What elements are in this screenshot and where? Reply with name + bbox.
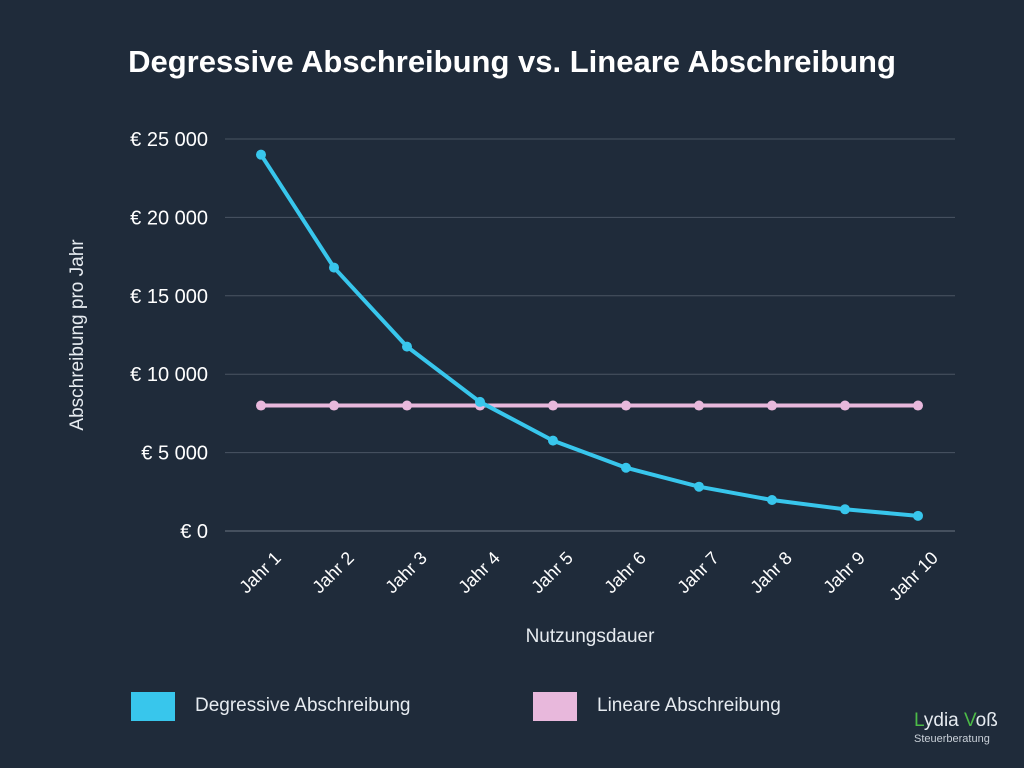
y-tick-label: € 10 000 (130, 364, 208, 386)
brand-name: Lydia Voß (914, 710, 998, 732)
chart-title: Degressive Abschreibung vs. Lineare Absc… (128, 44, 896, 79)
data-point[interactable] (913, 400, 923, 411)
data-point[interactable] (840, 400, 850, 411)
y-tick-labels: € 0 € 5 000 € 10 000 € 15 000 € 20 000 € 25 0… (130, 129, 208, 543)
y-tick-label: € 25 000 (130, 129, 208, 151)
x-tick-label: Jahr 5 (527, 548, 577, 598)
data-point[interactable] (694, 481, 704, 492)
brand-logo: Lydia Voß Steuerberatung (914, 710, 998, 745)
data-point[interactable] (767, 495, 777, 506)
data-point[interactable] (767, 400, 777, 411)
x-tick-label: Jahr 3 (381, 548, 431, 598)
data-point[interactable] (402, 400, 412, 411)
x-tick-label: Jahr 8 (746, 548, 796, 598)
data-point[interactable] (694, 400, 704, 411)
data-point[interactable] (621, 400, 631, 411)
data-point[interactable] (475, 396, 485, 407)
brand-first-rest: ydia (923, 710, 965, 731)
y-tick-label: € 0 (180, 521, 208, 543)
data-point[interactable] (256, 400, 266, 411)
brand-initial-last: V (964, 710, 976, 731)
y-axis-label: Abschreibung pro Jahr (67, 239, 88, 431)
y-tick-label: € 15 000 (130, 286, 208, 308)
data-point[interactable] (329, 400, 339, 411)
y-tick-label: € 5 000 (141, 443, 208, 465)
x-tick-label: Jahr 1 (235, 548, 285, 598)
data-point[interactable] (840, 504, 850, 515)
legend-swatch-linear (533, 691, 577, 721)
series-lines (256, 149, 923, 521)
brand-initial-first: L (914, 710, 924, 731)
data-point[interactable] (548, 400, 558, 411)
y-tick-label: € 20 000 (130, 207, 208, 229)
x-axis-label: Nutzungsdauer (526, 626, 656, 647)
x-tick-label: Jahr 2 (308, 548, 358, 598)
series-degressive (256, 149, 923, 521)
x-tick-label: Jahr 9 (819, 548, 869, 598)
data-point[interactable] (548, 435, 558, 446)
legend-swatch-degressive (131, 691, 175, 721)
data-point[interactable] (329, 262, 339, 273)
x-tick-label: Jahr 4 (454, 548, 504, 598)
legend-label-degressive: Degressive Abschreibung (195, 695, 411, 716)
brand-last-rest: oß (975, 710, 998, 731)
data-point[interactable] (256, 149, 266, 160)
legend-label-linear: Lineare Abschreibung (597, 695, 781, 716)
data-point[interactable] (621, 462, 631, 473)
x-tick-labels: Jahr 1 Jahr 2 Jahr 3 Jahr 4 Jahr 5 Jahr 6 Jahr… (235, 548, 942, 605)
legend-item-degressive[interactable]: Degressive Abschreibung (131, 691, 410, 721)
data-point[interactable] (913, 510, 923, 521)
brand-subtitle: Steuerberatung (914, 733, 990, 745)
x-tick-label: Jahr 6 (600, 548, 650, 598)
x-tick-label: Jahr 7 (673, 548, 723, 598)
gridlines (225, 138, 955, 532)
series-linear (256, 400, 923, 411)
series-line (259, 153, 919, 518)
legend-item-linear[interactable]: Lineare Abschreibung (533, 691, 781, 721)
data-point[interactable] (402, 341, 412, 352)
x-tick-label: Jahr 10 (885, 548, 942, 605)
